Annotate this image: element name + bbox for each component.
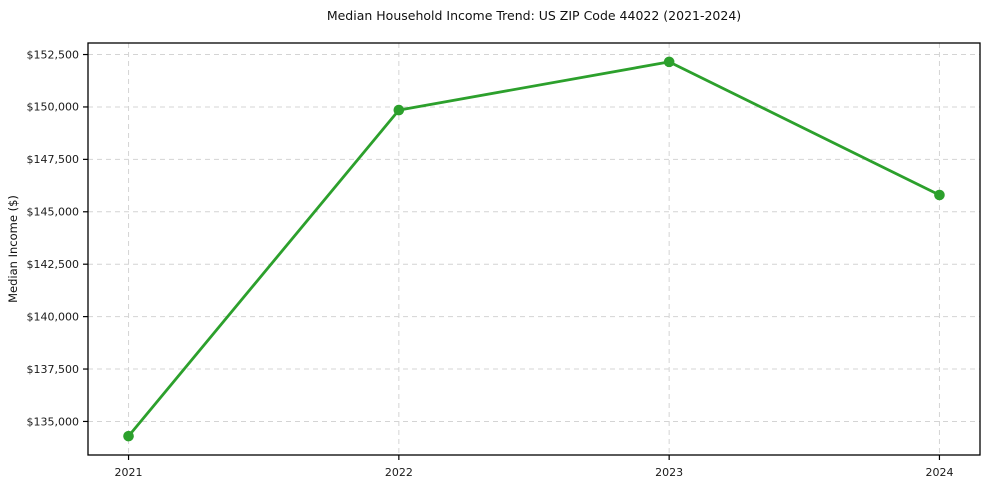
plot-border [87,42,981,456]
y-tick-label: $140,000 [27,310,80,323]
chart-title: Median Household Income Trend: US ZIP Co… [326,8,742,23]
x-tick-label: 2024 [925,466,953,479]
data-point [123,430,134,442]
data-point [393,104,405,116]
y-tick-label: $137,500 [27,363,80,376]
data-point [663,56,675,68]
y-tick-label: $142,500 [27,258,80,271]
x-tick-label: 2023 [655,466,683,479]
x-tick-label: 2021 [115,466,143,479]
y-axis-label: Median Income ($) [6,195,20,303]
y-tick-label: $135,000 [27,415,80,428]
y-tick-label: $150,000 [27,101,80,114]
trend-line [127,60,941,438]
y-tick-label: $145,000 [27,206,80,219]
x-tick-label: 2022 [385,466,413,479]
y-tick-label: $147,500 [27,153,80,166]
data-point [934,189,945,201]
y-tick-label: $152,500 [27,48,80,61]
